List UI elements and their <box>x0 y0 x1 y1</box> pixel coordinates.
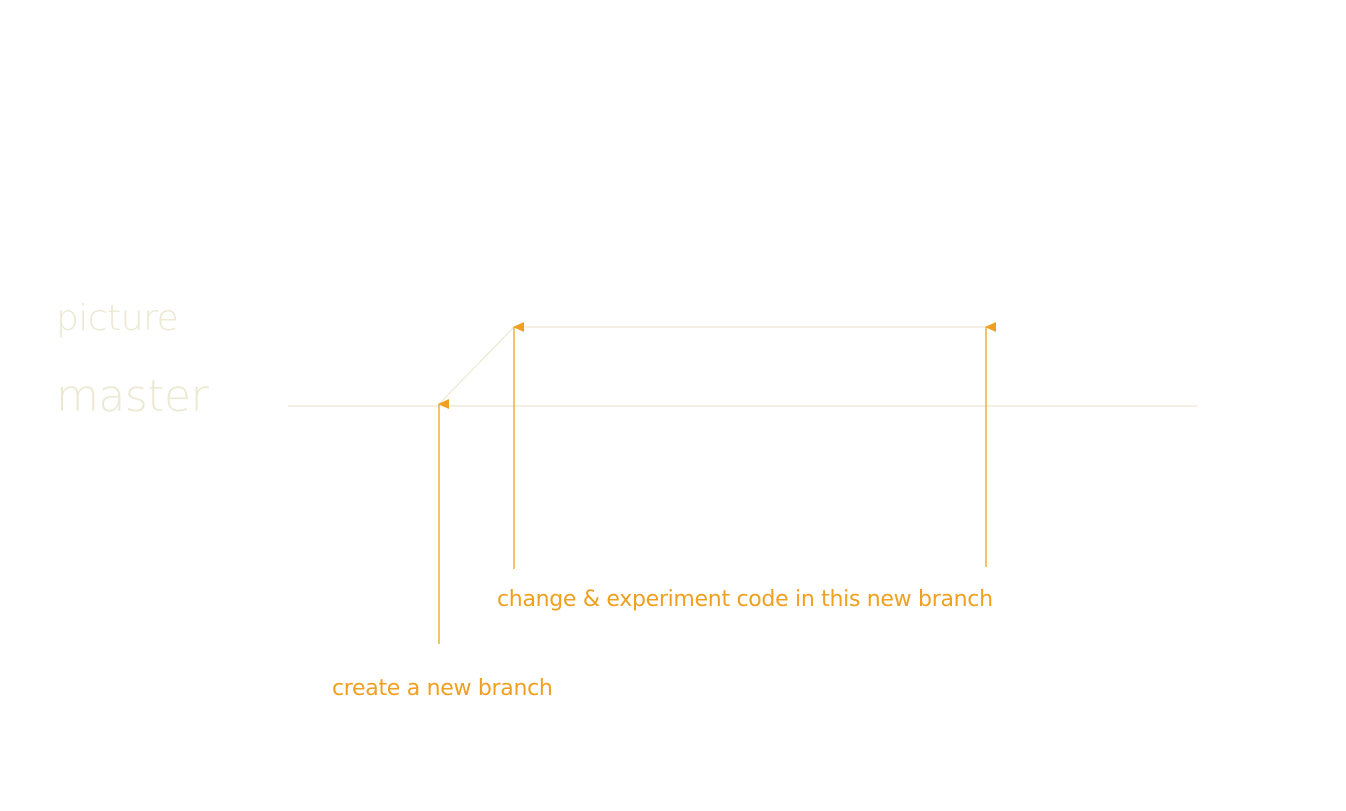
picture-branch-label: picture <box>56 298 179 339</box>
master-branch-label: master <box>56 371 209 422</box>
create-branch-annotation: create a new branch <box>332 676 553 701</box>
change-experiment-annotation: change & experiment code in this new bra… <box>497 587 993 612</box>
branch-fork-line <box>438 326 515 405</box>
